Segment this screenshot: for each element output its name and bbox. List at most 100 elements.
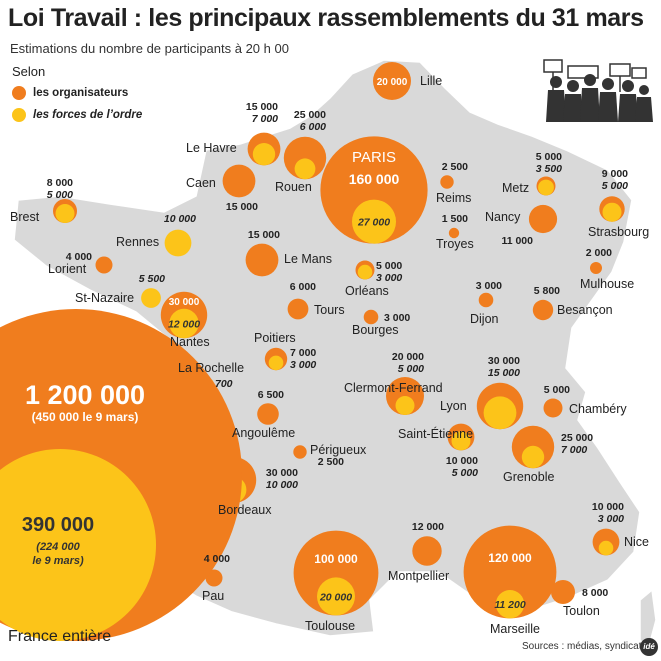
paris-name: PARIS bbox=[352, 149, 396, 166]
sources: Sources : médias, syndicats bbox=[522, 641, 647, 652]
clermont-ferrand-police-bubble bbox=[395, 396, 415, 415]
poitiers-police-value: 3 000 bbox=[290, 359, 316, 371]
rennes-name: Rennes bbox=[116, 235, 159, 249]
saint-tienne-organisers-value: 10 000 bbox=[446, 455, 478, 467]
nancy-name: Nancy bbox=[485, 210, 521, 224]
protesters-illustration bbox=[543, 59, 653, 122]
saint-tienne-police-bubble bbox=[451, 431, 471, 451]
grenoble-organisers-value: 25 000 bbox=[561, 432, 593, 444]
le-havre-name: Le Havre bbox=[186, 141, 237, 155]
city-labels: Lille 20 000 Le Havre 15 000 7 000 Rouen 25 00… bbox=[10, 74, 649, 636]
france-entiere-label: France entière bbox=[8, 628, 112, 645]
orl-ans-organisers-value: 5 000 bbox=[376, 260, 402, 272]
poitiers-organisers-value: 7 000 bbox=[290, 347, 316, 359]
organisers-swatch bbox=[12, 86, 26, 100]
nantes-name: Nantes bbox=[170, 335, 210, 349]
national-police-bubble bbox=[0, 449, 156, 641]
pau-organisers-value: 4 000 bbox=[204, 553, 230, 565]
mulhouse-organisers-bubble bbox=[590, 262, 602, 274]
poitiers-name: Poitiers bbox=[254, 331, 296, 345]
nice-police-value: 3 000 bbox=[598, 513, 624, 525]
bordeaux-police-value: 10 000 bbox=[266, 479, 298, 491]
bourges-name: Bourges bbox=[352, 323, 399, 337]
dijon-organisers-value: 3 000 bbox=[476, 280, 502, 292]
lyon-organisers-value: 30 000 bbox=[488, 355, 520, 367]
saint-tienne-name: Saint-Étienne bbox=[398, 426, 473, 441]
caen-name: Caen bbox=[186, 176, 216, 190]
police-swatch bbox=[12, 108, 26, 122]
bourges-organisers-bubble bbox=[363, 309, 379, 325]
angoul-me-name: Angoulême bbox=[232, 426, 295, 440]
lorient-name: Lorient bbox=[48, 262, 87, 276]
brest-police-value: 5 000 bbox=[47, 189, 73, 201]
nice-name: Nice bbox=[624, 535, 649, 549]
legend-heading: Selon bbox=[12, 64, 46, 79]
tours-organisers-value: 6 000 bbox=[290, 281, 316, 293]
nice-police-bubble bbox=[598, 540, 614, 556]
besan-on-organisers-value: 5 800 bbox=[534, 285, 560, 297]
besan-on-name: Besançon bbox=[557, 303, 613, 317]
toulon-name: Toulon bbox=[563, 604, 600, 618]
clermont-ferrand-police-value: 5 000 bbox=[398, 363, 424, 375]
rouen-organisers-bubble bbox=[283, 136, 327, 180]
rouen-name: Rouen bbox=[275, 180, 312, 194]
le-mans-organisers-bubble bbox=[245, 243, 279, 277]
mulhouse-organisers-value: 2 000 bbox=[586, 247, 612, 259]
poitiers-police-bubble bbox=[268, 355, 284, 371]
orl-ans-name: Orléans bbox=[345, 284, 389, 298]
bordeaux-organisers-value: 30 000 bbox=[266, 467, 298, 479]
st-nazaire-police-value: 5 500 bbox=[139, 273, 165, 285]
troyes-organisers-value: 1 500 bbox=[442, 213, 468, 225]
paris-organisers-bubble bbox=[320, 136, 428, 244]
bourges-organisers-value: 3 000 bbox=[384, 312, 410, 324]
metz-organisers-value: 5 000 bbox=[536, 151, 562, 163]
p-rigueux-name: Périgueux bbox=[310, 443, 367, 457]
strasbourg-name: Strasbourg bbox=[588, 225, 649, 239]
chamb-ry-organisers-value: 5 000 bbox=[544, 384, 570, 396]
legend-item-organisers: les organisateurs bbox=[12, 82, 142, 104]
rennes-police-bubble bbox=[164, 229, 192, 257]
lyon-police-value: 15 000 bbox=[488, 367, 520, 379]
legend: Selon les organisateurs les forces de l’… bbox=[12, 64, 142, 126]
toulon-organisers-bubble bbox=[551, 580, 575, 604]
national-bubbles bbox=[0, 309, 242, 641]
le-mans-name: Le Mans bbox=[284, 252, 332, 266]
lille-organisers-bubble bbox=[373, 62, 411, 100]
nancy-organisers-value: 11 000 bbox=[501, 235, 533, 247]
lorient-organisers-value: 4 000 bbox=[66, 251, 92, 263]
reims-organisers-bubble bbox=[440, 175, 454, 189]
paris-police-bubble bbox=[352, 199, 396, 244]
publisher-logo: idé bbox=[640, 638, 658, 656]
nancy-organisers-bubble bbox=[528, 204, 558, 234]
toulouse-organisers-value: 100 000 bbox=[314, 552, 358, 566]
clermont-ferrand-organisers-value: 20 000 bbox=[392, 351, 424, 363]
lyon-police-bubble bbox=[483, 396, 517, 430]
grenoble-police-value: 7 000 bbox=[561, 444, 587, 456]
angoul-me-organisers-bubble bbox=[257, 403, 279, 425]
dijon-name: Dijon bbox=[470, 312, 499, 326]
toulouse-police-value: 20 000 bbox=[319, 591, 352, 603]
corsica-outline bbox=[639, 588, 657, 652]
lille-organisers-value: 20 000 bbox=[377, 77, 408, 88]
strasbourg-police-bubble bbox=[602, 202, 622, 222]
lille-name: Lille bbox=[420, 74, 442, 88]
nantes-police-bubble bbox=[169, 308, 199, 339]
montpellier-organisers-bubble bbox=[412, 536, 442, 566]
orl-ans-police-value: 3 000 bbox=[376, 272, 402, 284]
legend-police-label: les forces de l’ordre bbox=[33, 109, 143, 121]
brest-police-bubble bbox=[55, 204, 75, 223]
tours-name: Tours bbox=[314, 303, 345, 317]
caen-organisers-bubble bbox=[222, 164, 256, 198]
paris-organisers-value: 160 000 bbox=[349, 171, 400, 187]
besan-on-organisers-bubble bbox=[532, 299, 554, 321]
france-outline bbox=[13, 59, 641, 637]
nice-organisers-value: 10 000 bbox=[592, 501, 624, 513]
legend-organisers-label: les organisateurs bbox=[33, 87, 129, 99]
st-nazaire-police-bubble bbox=[141, 288, 161, 308]
toulouse-police-bubble bbox=[317, 577, 355, 616]
toulouse-organisers-bubble bbox=[293, 530, 379, 616]
lyon-name: Lyon bbox=[440, 399, 467, 413]
metz-police-bubble bbox=[538, 179, 554, 196]
